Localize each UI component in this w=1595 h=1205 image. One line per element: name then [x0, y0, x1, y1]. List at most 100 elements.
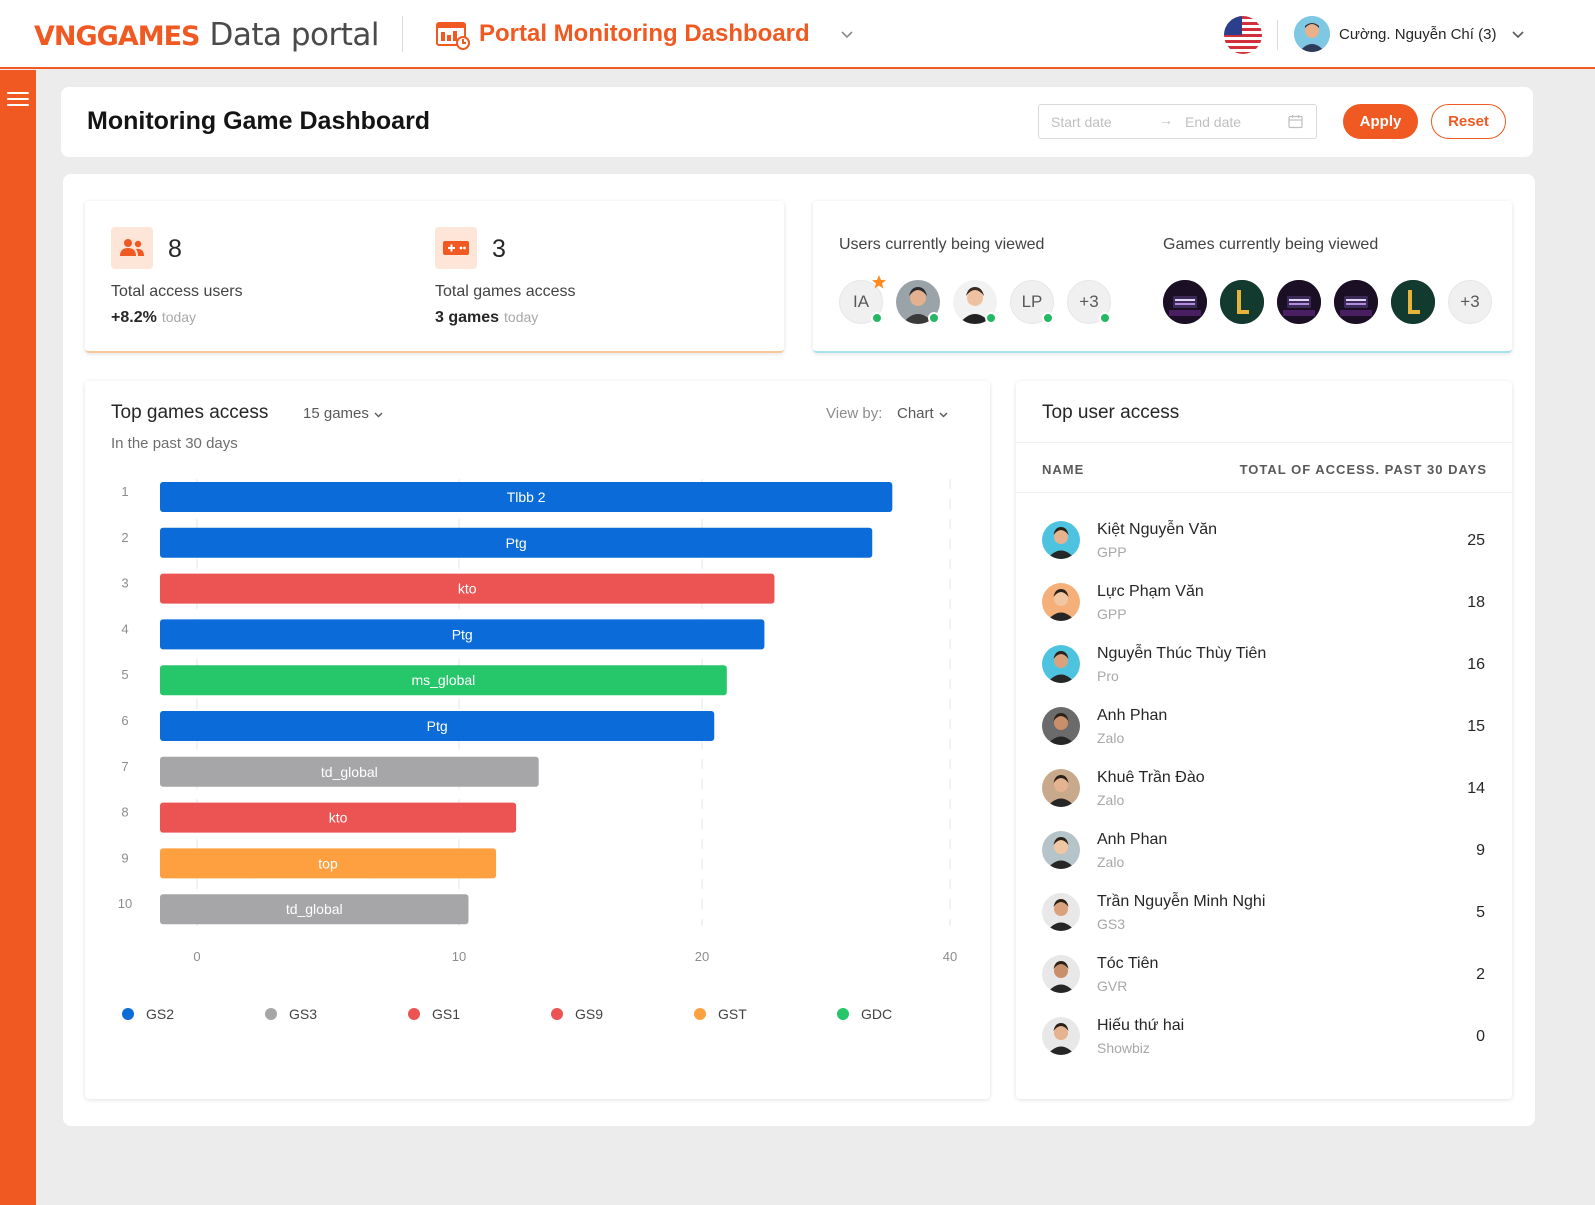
legend-item[interactable]: GS2 [122, 1006, 174, 1022]
top-games-subtitle: In the past 30 days [111, 435, 238, 452]
user-row[interactable]: Kiệt Nguyễn Văn GPP 25 [1016, 517, 1512, 579]
users-viewing-label: Users currently being viewed [839, 236, 1045, 253]
user-row[interactable]: Hiếu thứ hai Showbiz 0 [1016, 1013, 1512, 1075]
chart-bar[interactable] [160, 573, 775, 604]
game-avatar[interactable] [1277, 280, 1321, 324]
view-by-dropdown[interactable]: Chart [897, 405, 949, 422]
chart-bar[interactable] [160, 756, 539, 787]
apply-button[interactable]: Apply [1343, 104, 1418, 139]
user-avatar[interactable] [1294, 16, 1330, 52]
chart-bar[interactable] [160, 802, 517, 833]
legend-swatch [265, 1008, 277, 1020]
user-row[interactable]: Tóc Tiên GVR 2 [1016, 951, 1512, 1013]
viewer-avatar-initials[interactable]: +3 [1067, 280, 1111, 324]
user-row-group: Pro [1097, 668, 1119, 684]
y-tick-label: 9 [121, 850, 128, 865]
user-avatar [1042, 521, 1080, 559]
online-status-dot [871, 312, 883, 324]
currently-viewing-card: Users currently being viewed Games curre… [813, 201, 1512, 353]
user-row[interactable]: Anh Phan Zalo 15 [1016, 703, 1512, 765]
start-date-input[interactable]: Start date [1051, 114, 1112, 130]
chart-bar[interactable] [160, 848, 497, 879]
more-games-count[interactable]: +3 [1448, 280, 1492, 324]
user-row[interactable]: Nguyễn Thúc Thùy Tiên Pro 16 [1016, 641, 1512, 703]
main-content: 8 Total access users +8.2% today 3 Total … [63, 174, 1535, 1126]
user-row[interactable]: Anh Phan Zalo 9 [1016, 827, 1512, 889]
user-name[interactable]: Cường. Nguyễn Chí (3) [1339, 26, 1497, 43]
top-games-bar-chart: 0 10 20 40 1 Tlbb 2 2 Ptg 3 kto 4 Ptg 5 ms_global 6 Ptg… [118, 479, 957, 964]
legend-label: GST [718, 1006, 747, 1022]
legend-label: GS2 [146, 1006, 175, 1022]
chevron-down-icon[interactable] [1509, 25, 1527, 43]
users-icon [111, 227, 153, 269]
user-row-name: Khuê Trần Đào [1097, 769, 1205, 786]
y-tick-label: 8 [121, 805, 128, 820]
game-avatar[interactable] [1220, 280, 1264, 324]
user-row-count: 16 [1467, 656, 1485, 673]
viewer-avatar[interactable] [896, 280, 940, 324]
legend-item[interactable]: GS9 [551, 1006, 603, 1022]
viewer-avatar[interactable] [953, 280, 997, 324]
game-avatar[interactable] [1391, 280, 1435, 324]
date-range-picker[interactable]: Start date → End date [1038, 104, 1317, 139]
star-icon [872, 275, 886, 289]
chart-bar[interactable] [160, 527, 873, 558]
hamburger-menu-icon[interactable] [7, 92, 29, 108]
x-tick-label: 40 [943, 949, 957, 964]
legend-item[interactable]: GS1 [408, 1006, 460, 1022]
dashboard-icon [436, 22, 470, 50]
top-header: VNGGAMES Data portal Portal Monitoring D… [0, 0, 1595, 69]
dashboard-selector-title[interactable]: Portal Monitoring Dashboard [479, 20, 810, 47]
user-row[interactable]: Trần Nguyễn Minh Nghi GS3 5 [1016, 889, 1512, 951]
chevron-down-icon[interactable] [838, 25, 856, 43]
chevron-down-icon [939, 412, 948, 418]
viewer-avatar-initials[interactable]: LP [1010, 280, 1054, 324]
viewer-avatar-initials[interactable]: IA [839, 275, 886, 324]
game-avatar[interactable] [1163, 280, 1207, 324]
x-tick-label: 0 [193, 949, 200, 964]
top-games-card: Top games access 15 games In the past 30… [85, 381, 990, 1099]
user-row-name: Kiệt Nguyễn Văn [1097, 521, 1218, 538]
y-tick-label: 10 [118, 896, 132, 911]
user-avatar [1042, 769, 1080, 807]
stat-change: 3 games today [435, 309, 539, 326]
user-row-group: GPP [1097, 544, 1127, 560]
top-users-card: Top user access NAME TOTAL OF ACCESS. PA… [1016, 381, 1512, 1099]
user-row-count: 25 [1467, 532, 1485, 549]
chart-bar[interactable] [160, 665, 727, 696]
online-status-dot [1099, 312, 1111, 324]
x-tick-label: 20 [695, 949, 709, 964]
stats-card: 8 Total access users +8.2% today 3 Total … [85, 201, 784, 353]
chart-bar[interactable] [160, 482, 893, 512]
chart-bar[interactable] [160, 619, 765, 650]
online-status-dot [985, 312, 997, 324]
stat-label: Total access users [111, 283, 243, 300]
online-status-dot [1042, 312, 1054, 324]
stat-total-games: 3 Total games access 3 games today [435, 227, 576, 326]
reset-button[interactable]: Reset [1431, 104, 1506, 139]
legend-swatch [837, 1008, 849, 1020]
legend-item[interactable]: GS3 [265, 1006, 317, 1022]
end-date-input[interactable]: End date [1185, 114, 1242, 130]
online-status-dot [928, 312, 940, 324]
user-row[interactable]: Khuê Trần Đào Zalo 14 [1016, 765, 1512, 827]
y-tick-label: 4 [121, 621, 128, 636]
stat-change: +8.2% today [111, 309, 197, 326]
legend-swatch [694, 1008, 706, 1020]
y-tick-label: 6 [121, 713, 128, 728]
games-count-dropdown[interactable]: 15 games [303, 405, 384, 422]
user-row-name: Anh Phan [1097, 707, 1168, 724]
user-row[interactable]: Lực Phạm Văn GPP 18 [1016, 579, 1512, 641]
brand[interactable]: VNGGAMES Data portal [34, 17, 380, 53]
chart-bar[interactable] [160, 894, 469, 925]
user-avatar [1042, 645, 1080, 683]
us-flag-icon[interactable] [1224, 16, 1262, 54]
bar-label: ms_global [411, 672, 475, 688]
chart-bar[interactable] [160, 711, 715, 741]
top-games-title: Top games access [111, 402, 269, 423]
game-avatar[interactable] [1334, 280, 1378, 324]
legend-item[interactable]: GDC [837, 1006, 892, 1022]
calendar-icon[interactable] [1288, 114, 1303, 129]
legend-item[interactable]: GST [694, 1006, 747, 1022]
brand-logo: VNGGAMES [34, 21, 200, 52]
